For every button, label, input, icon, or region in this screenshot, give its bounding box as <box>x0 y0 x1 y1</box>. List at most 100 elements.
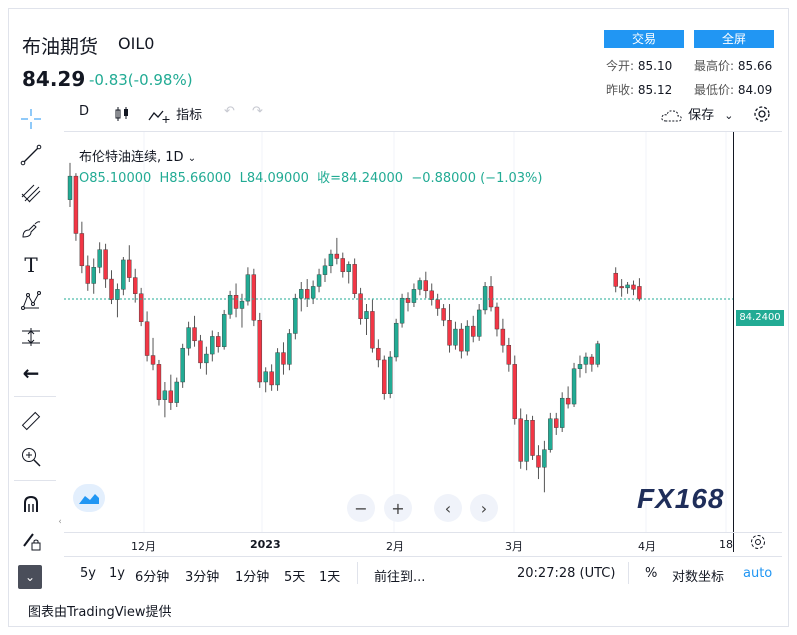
candle <box>619 279 624 297</box>
prediction-icon[interactable] <box>18 324 44 350</box>
clock-timezone[interactable]: 20:27:28 (UTC) <box>517 566 616 581</box>
candle <box>583 352 589 374</box>
candle <box>429 283 434 306</box>
back-arrow-icon[interactable]: ← <box>22 361 40 385</box>
candle <box>174 377 179 407</box>
candle <box>180 343 185 388</box>
trendline-icon[interactable] <box>18 142 44 168</box>
candle <box>168 374 174 410</box>
candle <box>156 359 162 406</box>
candle <box>263 367 268 393</box>
bottom-divider <box>357 562 358 584</box>
tools-divider-2 <box>14 480 56 481</box>
candle <box>571 362 577 407</box>
text-tool-icon[interactable]: T <box>24 253 38 277</box>
x-tick-label: 4月 <box>638 540 656 553</box>
candle-type-icon[interactable] <box>114 106 130 126</box>
brush-icon[interactable] <box>18 216 44 242</box>
candle <box>589 354 595 372</box>
candle <box>352 258 357 299</box>
range-3min[interactable]: 3分钟 <box>185 570 220 585</box>
candle <box>340 252 345 278</box>
interval-selector[interactable]: D <box>79 104 90 119</box>
bottom-bar-divider <box>64 556 782 557</box>
candle <box>388 351 393 399</box>
percent-toggle[interactable]: % <box>645 566 658 581</box>
candle <box>186 321 191 356</box>
scroll-right-button[interactable]: › <box>470 494 498 522</box>
fib-channel-icon[interactable] <box>18 180 44 206</box>
candle <box>554 412 559 435</box>
x-tick-label: 2023 <box>250 538 281 551</box>
range-5d[interactable]: 5天 <box>284 570 306 585</box>
zoom-in-button[interactable]: + <box>384 494 412 522</box>
candle <box>334 237 340 265</box>
candle <box>162 382 168 418</box>
indicators-label: 指标 <box>176 108 203 123</box>
instrument-title: 布油期货 <box>22 36 99 58</box>
tradingview-logo-icon[interactable] <box>73 484 105 512</box>
collapse-tools-icon[interactable]: ⌄ <box>18 565 42 589</box>
candle <box>316 268 322 293</box>
x-axis-line <box>64 532 782 533</box>
indicators-button[interactable]: 指标 <box>148 104 202 124</box>
fullscreen-button[interactable]: 全屏 <box>694 30 774 48</box>
x-tick-label: 2月 <box>386 540 404 553</box>
candle <box>198 334 203 369</box>
candlestick-chart[interactable] <box>64 132 734 532</box>
candle <box>103 243 108 288</box>
panel-toggle-icon[interactable]: ‹ <box>58 517 62 527</box>
candle <box>115 283 120 318</box>
candle <box>358 287 363 325</box>
candle <box>269 364 274 391</box>
trade-button[interactable]: 交易 <box>604 30 684 48</box>
lock-pen-icon[interactable] <box>18 528 44 554</box>
candle <box>518 408 523 469</box>
candle <box>257 312 262 388</box>
range-1min[interactable]: 1分钟 <box>235 570 270 585</box>
magnet-icon[interactable] <box>18 492 44 518</box>
candle <box>631 280 636 296</box>
zoom-out-button[interactable]: − <box>347 494 375 522</box>
range-6min[interactable]: 6分钟 <box>135 570 170 585</box>
candle <box>79 221 85 274</box>
candle <box>204 346 209 375</box>
chart-widget-frame <box>8 8 789 627</box>
candle <box>506 337 512 372</box>
prevclose-stat: 昨收: 85.12 <box>606 83 673 97</box>
open-stat: 今开: 85.10 <box>606 59 673 73</box>
candle <box>275 348 280 391</box>
undo-icon[interactable]: ↶ <box>224 104 235 119</box>
axis-settings-gear-icon[interactable] <box>749 533 767 555</box>
price-change: -0.83(-0.98%) <box>89 71 193 89</box>
x-tick-label: 3月 <box>505 540 523 553</box>
pattern-icon[interactable] <box>18 288 44 314</box>
candle <box>405 292 411 312</box>
candle <box>322 258 328 282</box>
crosshair-icon[interactable] <box>18 106 44 132</box>
candle <box>138 287 144 327</box>
last-price-tag: 84.2400 <box>736 310 784 326</box>
series-legend-title[interactable]: 布伦特油连续, 1D ⌄ <box>79 150 197 165</box>
scroll-left-button[interactable]: ‹ <box>434 494 462 522</box>
settings-gear-icon[interactable] <box>752 104 772 128</box>
range-5y[interactable]: 5y <box>80 566 96 581</box>
candle <box>91 258 96 294</box>
save-button[interactable]: 保存 ⌄ <box>660 104 734 124</box>
candle <box>565 386 571 409</box>
tradingview-credit[interactable]: 图表由TradingView提供 <box>28 605 172 620</box>
range-1y[interactable]: 1y <box>109 566 125 581</box>
redo-icon[interactable]: ↷ <box>252 104 263 119</box>
goto-date-button[interactable]: 前往到... <box>374 570 426 585</box>
range-1d[interactable]: 1天 <box>319 570 341 585</box>
legend-chevron-icon: ⌄ <box>187 153 197 164</box>
ruler-icon[interactable] <box>18 408 44 434</box>
candle <box>399 293 405 328</box>
x-tick-label: 12月 <box>131 540 156 553</box>
candle <box>328 249 334 274</box>
zoom-in-icon[interactable] <box>18 444 44 470</box>
candle <box>595 340 600 368</box>
log-scale-toggle[interactable]: 对数坐标 <box>672 570 725 585</box>
candle <box>376 339 381 368</box>
auto-scale-toggle[interactable]: auto <box>743 566 773 581</box>
